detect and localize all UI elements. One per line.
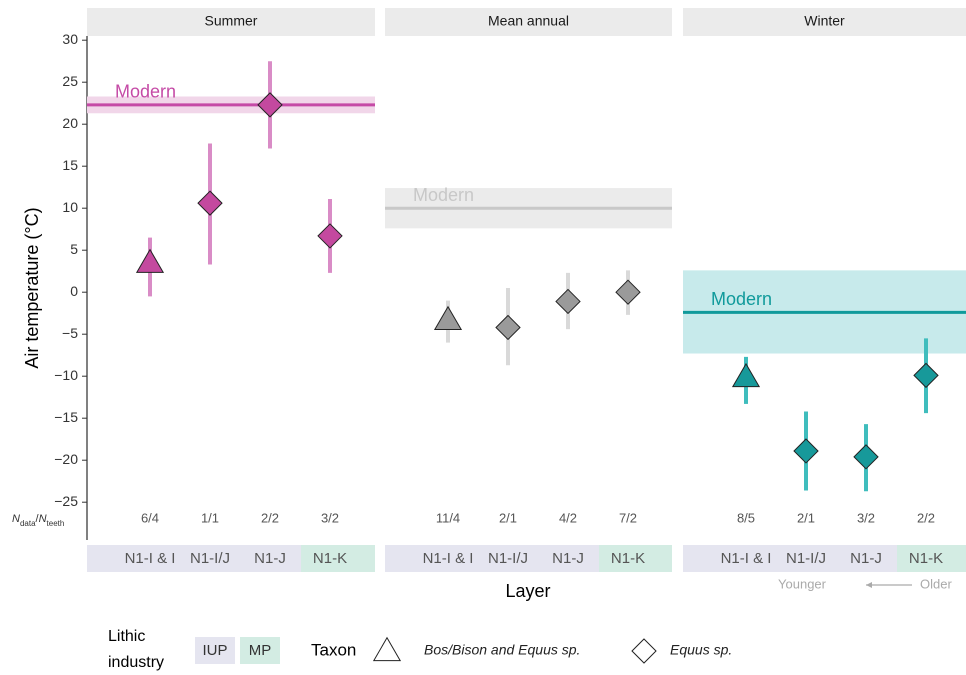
industry-cell — [479, 545, 539, 572]
panel-title: Summer — [205, 13, 258, 29]
x-axis-title: Layer — [505, 581, 550, 601]
industry-cell — [385, 545, 479, 572]
x-tick-label: N1-J — [552, 550, 584, 567]
strip — [87, 8, 375, 36]
triangle-marker — [731, 362, 761, 388]
count-label: 2/2 — [917, 510, 935, 525]
direction-note: Younger Older — [778, 576, 952, 591]
n-label-part: teeth — [47, 519, 65, 528]
legend-label: MP — [249, 642, 272, 659]
n-label-part: N — [39, 513, 47, 525]
x-tick-label: N1-I/J — [786, 550, 826, 567]
count-label: 6/4 — [141, 510, 159, 525]
strip — [385, 8, 672, 36]
y-tick-label: −15 — [54, 409, 78, 425]
x-tick-label: N1-I & I — [423, 550, 474, 567]
diamond-marker — [495, 314, 521, 341]
industry-cell — [897, 545, 966, 572]
count-label: 3/2 — [321, 510, 339, 525]
count-label: 1/1 — [201, 510, 219, 525]
legend-swatch — [195, 637, 235, 664]
count-label: 8/5 — [737, 510, 755, 525]
diamond-marker — [555, 288, 581, 315]
count-label: 7/2 — [619, 510, 637, 525]
y-tick-label: 30 — [62, 31, 78, 47]
count-label: 2/2 — [261, 510, 279, 525]
industry-cell — [837, 545, 897, 572]
modern-label: Modern — [413, 185, 474, 205]
y-tick-label: 10 — [62, 199, 78, 215]
triangle-marker — [135, 248, 165, 273]
x-tick-label: N1-I & I — [721, 550, 772, 567]
industry-cell — [301, 545, 375, 572]
y-tick-label: 5 — [70, 241, 78, 257]
count-label: 2/1 — [499, 510, 517, 525]
n-label: Ndata/Nteeth — [12, 513, 64, 528]
count-label: 3/2 — [857, 510, 875, 525]
diamond-marker — [853, 444, 879, 470]
x-tick-label: N1-J — [254, 550, 286, 567]
n-label-part: / — [36, 513, 40, 525]
diamond-marker — [913, 362, 939, 389]
younger-label: Younger — [778, 576, 827, 591]
y-tick-label: 25 — [62, 73, 78, 89]
diamond-marker — [257, 92, 283, 118]
x-tick-label: N1-K — [313, 550, 347, 567]
n-label-part: N — [12, 513, 20, 525]
diamond-marker — [317, 223, 343, 249]
y-tick-label: −25 — [54, 493, 78, 509]
y-tick-label: −10 — [54, 367, 78, 383]
x-tick-label: N1-I/J — [488, 550, 528, 567]
panel: Mean annual Modern N1-I & I 11/4 N1-I/J 2/1 N1… — [385, 8, 672, 572]
y-tick-label: 0 — [70, 283, 78, 299]
y-tick-label: −5 — [62, 325, 78, 341]
count-label: 4/2 — [559, 510, 577, 525]
x-tick-label: N1-K — [611, 550, 645, 567]
y-tick-label: −20 — [54, 451, 78, 467]
panel: Winter Modern N1-I & I 8/5 N1-I/J 2/1 N1-J 3/2 N… — [683, 8, 966, 572]
modern-label: Modern — [115, 82, 176, 102]
industry-cell — [539, 545, 599, 572]
strip — [683, 8, 966, 36]
legend-label: IUP — [202, 642, 227, 659]
legend-title: Lithic — [108, 628, 145, 645]
y-tick-label: 15 — [62, 157, 78, 173]
panel-title: Mean annual — [488, 13, 569, 29]
x-tick-label: N1-K — [909, 550, 943, 567]
x-tick-label: N1-I & I — [125, 550, 176, 567]
industry-cell — [241, 545, 301, 572]
industry-cell — [181, 545, 241, 572]
legend-title: Taxon — [311, 640, 356, 659]
industry-cell — [683, 545, 777, 572]
diamond-marker — [793, 438, 819, 464]
legend-title: industry — [108, 654, 164, 671]
x-tick-label: N1-J — [850, 550, 882, 567]
diamond-marker — [631, 638, 657, 664]
x-tick-label: N1-I/J — [190, 550, 230, 567]
industry-cell — [87, 545, 181, 572]
modern-label: Modern — [711, 289, 772, 309]
count-label: 11/4 — [436, 510, 460, 525]
y-axis-title: Air temperature (°C) — [22, 207, 42, 368]
legend-label: Bos/Bison and Equus sp. — [424, 642, 580, 658]
triangle-marker — [372, 636, 402, 662]
panel: Summer Modern N1-I & I 6/4 N1-I/J 1/1 N1-J 2/2 N… — [87, 8, 375, 572]
count-label: 2/1 — [797, 510, 815, 525]
legend-label: Equus sp. — [670, 642, 732, 658]
y-tick-label: 20 — [62, 115, 78, 131]
older-label: Older — [920, 576, 952, 591]
industry-cell — [599, 545, 672, 572]
panel-title: Winter — [804, 13, 845, 29]
arrow-head — [866, 582, 872, 588]
n-label-part: data — [20, 519, 36, 528]
diamond-marker — [197, 190, 223, 216]
diamond-marker — [615, 279, 641, 305]
industry-cell — [777, 545, 837, 572]
legend-swatch — [240, 637, 280, 664]
triangle-marker — [433, 305, 463, 331]
